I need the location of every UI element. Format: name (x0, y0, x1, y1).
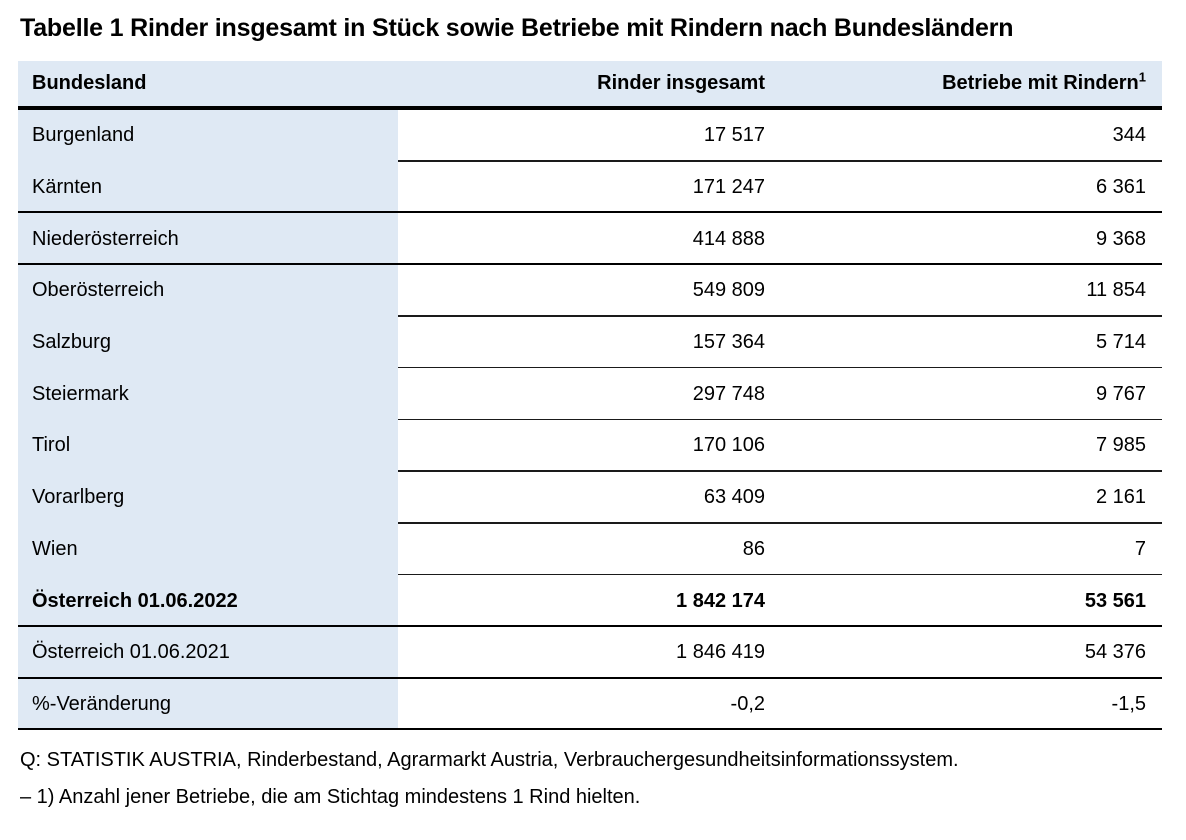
document-page: Tabelle 1 Rinder insgesamt in Stück sowi… (18, 14, 1162, 810)
table-row-oesterreich-2021: Österreich 01.06.2021 1 846 419 54 376 (18, 626, 1162, 679)
table-footer: Q: STATISTIK AUSTRIA, Rinderbestand, Agr… (20, 747, 1162, 810)
rinder-cell: 171 247 (692, 176, 765, 199)
bundesland-cell: Steiermark (18, 368, 398, 421)
column-header-bundesland: Bundesland (32, 72, 147, 94)
rinder-cell: 63 409 (703, 486, 765, 509)
bundesland-cell: Niederösterreich (18, 213, 398, 266)
betriebe-cell: 344 (1112, 124, 1146, 147)
table-row-salzburg: Salzburg 157 364 5 714 (18, 316, 1162, 369)
table-row-wien: Wien 86 7 (18, 523, 1162, 576)
table-row-oesterreich-2022: Österreich 01.06.2022 1 842 174 53 561 (18, 575, 1162, 627)
table-row-prozent-veraenderung: %-Veränderung -0,2 -1,5 (18, 678, 1162, 731)
bundesland-cell: Österreich 01.06.2021 (18, 626, 398, 679)
betriebe-cell: 2 161 (1095, 486, 1146, 509)
table-row-oberoesterreich: Oberösterreich 549 809 11 854 (18, 265, 1162, 317)
rinder-cell: 1 846 419 (676, 641, 765, 664)
footnote-marker: 1 (1138, 69, 1146, 85)
betriebe-cell: 5 714 (1095, 331, 1146, 354)
table-row-burgenland: Burgenland 17 517 344 (18, 110, 1162, 162)
statistics-table: Bundesland Rinder insgesamt Betriebe mit… (18, 61, 1162, 731)
column-header-betriebe-mit-rindern: Betriebe mit Rindern1 (765, 69, 1162, 95)
table-row-vorarlberg: Vorarlberg 63 409 2 161 (18, 471, 1162, 524)
betriebe-cell: 54 376 (1084, 641, 1146, 664)
footnote-line: – 1) Anzahl jener Betriebe, die am Stich… (20, 786, 641, 809)
bundesland-cell: Burgenland (18, 110, 398, 162)
rinder-cell: -0,2 (730, 692, 765, 715)
column-header-betriebe-label: Betriebe mit Rindern (942, 72, 1139, 94)
betriebe-cell: 6 361 (1095, 176, 1146, 199)
bundesland-cell: Kärnten (18, 161, 398, 214)
betriebe-cell: 9 767 (1095, 382, 1146, 405)
bundesland-cell: Vorarlberg (18, 471, 398, 524)
table-row-steiermark: Steiermark 297 748 9 767 (18, 368, 1162, 421)
betriebe-cell: 9 368 (1095, 227, 1146, 250)
bundesland-cell: Oberösterreich (18, 265, 398, 317)
rinder-cell: 86 (742, 537, 765, 560)
column-header-rinder-insgesamt: Rinder insgesamt (597, 72, 765, 94)
betriebe-cell: 53 561 (1084, 589, 1146, 612)
bundesland-cell: Wien (18, 523, 398, 576)
rinder-cell: 170 106 (692, 434, 765, 457)
bundesland-cell: %-Veränderung (18, 678, 398, 731)
rinder-cell: 549 809 (692, 279, 765, 302)
bundesland-cell: Salzburg (18, 316, 398, 369)
source-line: Q: STATISTIK AUSTRIA, Rinderbestand, Agr… (20, 749, 959, 772)
rinder-cell: 414 888 (692, 227, 765, 250)
table-row-tirol: Tirol 170 106 7 985 (18, 420, 1162, 472)
betriebe-cell: 7 985 (1095, 434, 1146, 457)
bundesland-cell: Österreich 01.06.2022 (18, 575, 398, 627)
betriebe-cell: 7 (1134, 537, 1146, 560)
rinder-cell: 17 517 (703, 124, 765, 147)
table-title: Tabelle 1 Rinder insgesamt in Stück sowi… (20, 14, 1014, 42)
rinder-cell: 157 364 (692, 331, 765, 354)
rinder-cell: 1 842 174 (676, 589, 765, 612)
table-row-kaernten: Kärnten 171 247 6 361 (18, 161, 1162, 214)
bundesland-cell: Tirol (18, 420, 398, 472)
table-header-row: Bundesland Rinder insgesamt Betriebe mit… (18, 61, 1162, 110)
betriebe-cell: 11 854 (1086, 279, 1146, 302)
betriebe-cell: -1,5 (1111, 692, 1146, 715)
rinder-cell: 297 748 (692, 382, 765, 405)
table-row-niederoesterreich: Niederösterreich 414 888 9 368 (18, 213, 1162, 266)
